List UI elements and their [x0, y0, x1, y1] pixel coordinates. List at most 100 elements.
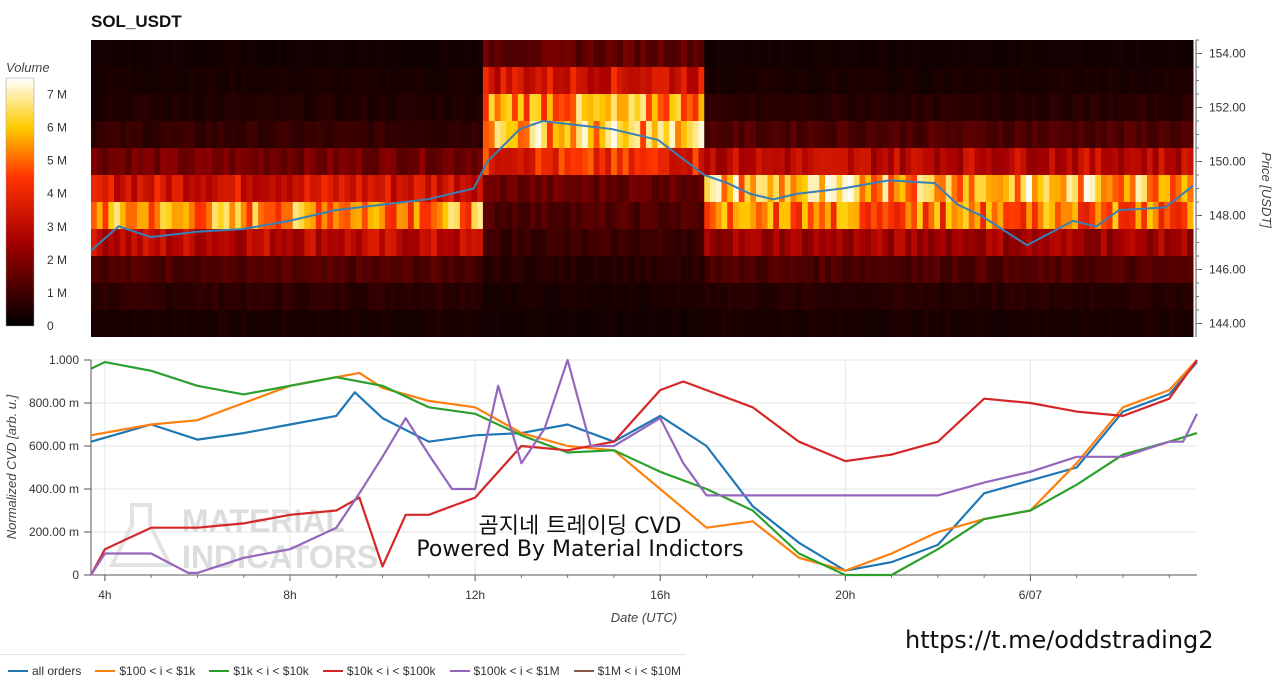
heatmap-cell — [448, 283, 455, 310]
heatmap-cell — [506, 256, 513, 283]
heatmap-cell — [477, 310, 484, 337]
heatmap-cell — [715, 229, 722, 256]
heatmap-cell — [871, 202, 878, 229]
heatmap-cell — [599, 229, 606, 256]
heatmap-cell — [160, 67, 167, 94]
heatmap-cell — [761, 94, 768, 121]
heatmap-cell — [1187, 256, 1194, 283]
legend-item[interactable]: $1M < i < $10M — [573, 664, 681, 678]
credit-line-1: 곰지네 트레이딩 CVD — [478, 514, 682, 539]
heatmap-cell — [796, 256, 803, 283]
heatmap-cell — [1055, 175, 1062, 202]
heatmap-cell — [529, 256, 536, 283]
heatmap-cell — [1124, 94, 1131, 121]
heatmap-cell — [436, 67, 444, 94]
heatmap-cell — [165, 121, 173, 148]
heatmap-cell — [669, 202, 676, 229]
heatmap-cell — [361, 40, 369, 67]
heatmap-cell — [327, 229, 334, 256]
heatmap-cell — [315, 148, 323, 175]
heatmap-cell — [744, 202, 751, 229]
heatmap-cell — [974, 202, 981, 229]
heatmap-cell — [390, 121, 397, 148]
heatmap-cell — [744, 67, 751, 94]
legend-item[interactable]: $100k < i < $1M — [449, 664, 560, 678]
legend-item[interactable]: $100 < i < $1k — [95, 664, 195, 678]
heatmap-cell — [1014, 121, 1021, 148]
heatmap-cell — [384, 175, 392, 202]
heatmap-cell — [471, 202, 478, 229]
heatmap-cell — [980, 175, 987, 202]
heatmap-cell — [1032, 256, 1039, 283]
heatmap-cell — [692, 67, 699, 94]
heatmap-cell — [477, 40, 484, 67]
heatmap-cell — [715, 121, 722, 148]
heatmap-cell — [108, 283, 115, 310]
heatmap-cell — [1106, 40, 1113, 67]
heatmap-cell — [756, 67, 763, 94]
heatmap-cell — [258, 121, 265, 148]
heatmap-cell — [1164, 148, 1171, 175]
legend-item[interactable]: $10k < i < $100k — [322, 664, 436, 678]
heatmap-cell — [361, 94, 369, 121]
heatmap-cell — [396, 202, 403, 229]
heatmap-cell — [871, 94, 878, 121]
heatmap-cell — [779, 121, 786, 148]
heatmap-cell — [593, 256, 600, 283]
heatmap-cell — [974, 94, 981, 121]
heatmap-cell — [333, 121, 340, 148]
heatmap-cell — [587, 256, 595, 283]
heatmap-cell — [1003, 310, 1010, 337]
heatmap-cell — [616, 256, 624, 283]
heatmap-cell — [373, 121, 380, 148]
legend-item[interactable]: all orders — [8, 664, 81, 678]
heatmap-cell — [459, 94, 467, 121]
heatmap-cell — [1049, 148, 1056, 175]
heatmap-cell — [154, 202, 161, 229]
heatmap-cell — [564, 148, 571, 175]
heatmap-cell — [154, 40, 161, 67]
heatmap-cell — [899, 40, 906, 67]
heatmap-cell — [836, 202, 843, 229]
heatmap-cell — [263, 67, 271, 94]
telegram-link[interactable]: https://t.me/oddstrading2 — [905, 626, 1214, 654]
heatmap-cell — [275, 148, 282, 175]
heatmap-cell — [131, 121, 138, 148]
heatmap-cell — [802, 256, 809, 283]
heatmap-cell — [246, 94, 253, 121]
heatmap-cell — [587, 94, 595, 121]
heatmap-cell — [194, 202, 201, 229]
heatmap-cell — [506, 283, 513, 310]
heatmap-cell — [552, 94, 560, 121]
heatmap-cell — [396, 256, 403, 283]
heatmap-cell — [715, 94, 722, 121]
heatmap-cell — [675, 256, 682, 283]
heatmap-cell — [680, 229, 688, 256]
heatmap-cell — [564, 202, 571, 229]
heatmap-cell — [350, 148, 357, 175]
legend-item[interactable]: $1k < i < $10k — [209, 664, 309, 678]
heatmap-cell — [188, 148, 196, 175]
heatmap-cell — [1170, 283, 1177, 310]
heatmap-cell — [911, 40, 918, 67]
heatmap-cell — [212, 202, 219, 229]
heatmap-cell — [442, 175, 449, 202]
heatmap-cell — [1112, 40, 1119, 67]
heatmap-cell — [698, 202, 705, 229]
heatmap-cell — [535, 40, 542, 67]
heatmap-cell — [194, 148, 201, 175]
heatmap-cell — [240, 256, 248, 283]
heatmap-cell — [587, 67, 595, 94]
heatmap-cell — [802, 94, 809, 121]
heatmap-cell — [379, 94, 386, 121]
credit-line-2: Powered By Material Indictors — [416, 537, 744, 562]
heatmap-cell — [263, 121, 271, 148]
heatmap-cell — [1020, 121, 1027, 148]
heatmap-cell — [194, 310, 201, 337]
heatmap-cell — [390, 283, 397, 310]
heatmap-cell — [183, 67, 190, 94]
heatmap-cell — [535, 283, 542, 310]
heatmap-cell — [1158, 148, 1165, 175]
heatmap-cell — [500, 94, 507, 121]
heatmap-cell — [1014, 175, 1021, 202]
